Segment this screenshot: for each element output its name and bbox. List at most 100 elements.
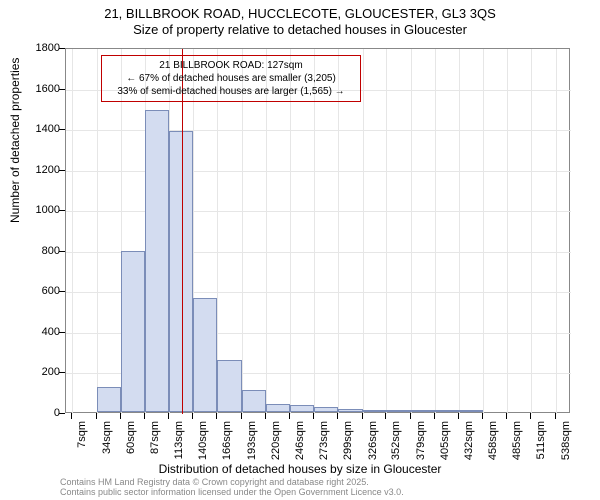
xtick-label: 326sqm: [367, 421, 379, 476]
reference-line: [182, 49, 183, 414]
annotation-line3: 33% of semi-detached houses are larger (…: [108, 85, 354, 98]
chart-title-line1: 21, BILLBROOK ROAD, HUCCLECOTE, GLOUCEST…: [0, 6, 600, 22]
ytick-mark: [59, 372, 65, 373]
xtick-mark: [120, 413, 121, 419]
xtick-mark: [506, 413, 507, 419]
gridline-v: [435, 49, 436, 414]
gridline-v: [266, 49, 267, 414]
histogram-bar: [217, 360, 242, 412]
ytick-mark: [59, 129, 65, 130]
gridline-v: [507, 49, 508, 414]
xtick-mark: [385, 413, 386, 419]
chart-title-line2: Size of property relative to detached ho…: [0, 22, 600, 38]
gridline-v: [483, 49, 484, 414]
xtick-label: 405sqm: [439, 421, 451, 476]
xtick-mark: [289, 413, 290, 419]
ytick-label: 600: [26, 285, 60, 297]
gridline-h: [66, 130, 571, 131]
histogram-bar: [290, 405, 315, 412]
gridline-v: [72, 49, 73, 414]
annotation-box: 21 BILLBROOK ROAD: 127sqm← 67% of detach…: [101, 55, 361, 102]
xtick-label: 352sqm: [390, 421, 402, 476]
gridline-v: [338, 49, 339, 414]
gridline-v: [290, 49, 291, 414]
gridline-v: [97, 49, 98, 414]
xtick-mark: [434, 413, 435, 419]
xtick-label: 34sqm: [101, 421, 113, 476]
histogram-bar: [459, 410, 483, 412]
xtick-label: 246sqm: [294, 421, 306, 476]
gridline-v: [314, 49, 315, 414]
xtick-mark: [71, 413, 72, 419]
histogram-bar: [242, 390, 267, 412]
ytick-label: 1600: [26, 83, 60, 95]
xtick-mark: [555, 413, 556, 419]
chart-title-block: 21, BILLBROOK ROAD, HUCCLECOTE, GLOUCEST…: [0, 0, 600, 39]
xtick-mark: [362, 413, 363, 419]
ytick-mark: [59, 210, 65, 211]
xtick-label: 166sqm: [221, 421, 233, 476]
xtick-mark: [530, 413, 531, 419]
xtick-label: 87sqm: [149, 421, 161, 476]
ytick-label: 0: [26, 407, 60, 419]
xtick-label: 299sqm: [342, 421, 354, 476]
chart-footnote: Contains HM Land Registry data © Crown c…: [60, 478, 404, 498]
ytick-label: 1000: [26, 204, 60, 216]
y-axis-label: Number of detached properties: [8, 58, 22, 223]
xtick-label: 379sqm: [415, 421, 427, 476]
xtick-label: 538sqm: [560, 421, 572, 476]
ytick-mark: [59, 48, 65, 49]
histogram-bar: [386, 410, 411, 412]
annotation-line2: ← 67% of detached houses are smaller (3,…: [108, 72, 354, 85]
histogram-bar: [193, 298, 217, 412]
ytick-label: 1200: [26, 164, 60, 176]
xtick-label: 458sqm: [487, 421, 499, 476]
xtick-label: 511sqm: [535, 421, 547, 476]
xtick-label: 193sqm: [246, 421, 258, 476]
ytick-mark: [59, 170, 65, 171]
histogram-bar: [266, 404, 290, 412]
xtick-label: 485sqm: [511, 421, 523, 476]
gridline-v: [363, 49, 364, 414]
histogram-bar: [435, 410, 460, 412]
xtick-mark: [265, 413, 266, 419]
xtick-mark: [168, 413, 169, 419]
gridline-v: [386, 49, 387, 414]
histogram-bar: [97, 387, 121, 412]
ytick-label: 800: [26, 245, 60, 257]
gridline-h: [66, 211, 571, 212]
xtick-label: 60sqm: [125, 421, 137, 476]
xtick-mark: [337, 413, 338, 419]
xtick-label: 113sqm: [173, 421, 185, 476]
ytick-mark: [59, 89, 65, 90]
xtick-mark: [144, 413, 145, 419]
xtick-label: 220sqm: [270, 421, 282, 476]
ytick-label: 400: [26, 326, 60, 338]
gridline-v: [217, 49, 218, 414]
ytick-mark: [59, 291, 65, 292]
footnote-line2: Contains public sector information licen…: [60, 488, 404, 498]
ytick-mark: [59, 332, 65, 333]
chart-plot-area: [65, 48, 570, 413]
gridline-h: [66, 171, 571, 172]
xtick-mark: [96, 413, 97, 419]
histogram-bar: [145, 110, 169, 412]
histogram-bar: [338, 409, 363, 412]
histogram-bar: [121, 251, 146, 412]
xtick-mark: [482, 413, 483, 419]
ytick-mark: [59, 413, 65, 414]
ytick-label: 1400: [26, 123, 60, 135]
gridline-v: [459, 49, 460, 414]
gridline-v: [531, 49, 532, 414]
xtick-label: 140sqm: [197, 421, 209, 476]
xtick-mark: [216, 413, 217, 419]
xtick-mark: [410, 413, 411, 419]
xtick-label: 7sqm: [76, 421, 88, 476]
ytick-mark: [59, 251, 65, 252]
xtick-mark: [241, 413, 242, 419]
histogram-bar: [411, 410, 435, 412]
xtick-mark: [313, 413, 314, 419]
xtick-mark: [192, 413, 193, 419]
ytick-label: 1800: [26, 42, 60, 54]
gridline-v: [411, 49, 412, 414]
